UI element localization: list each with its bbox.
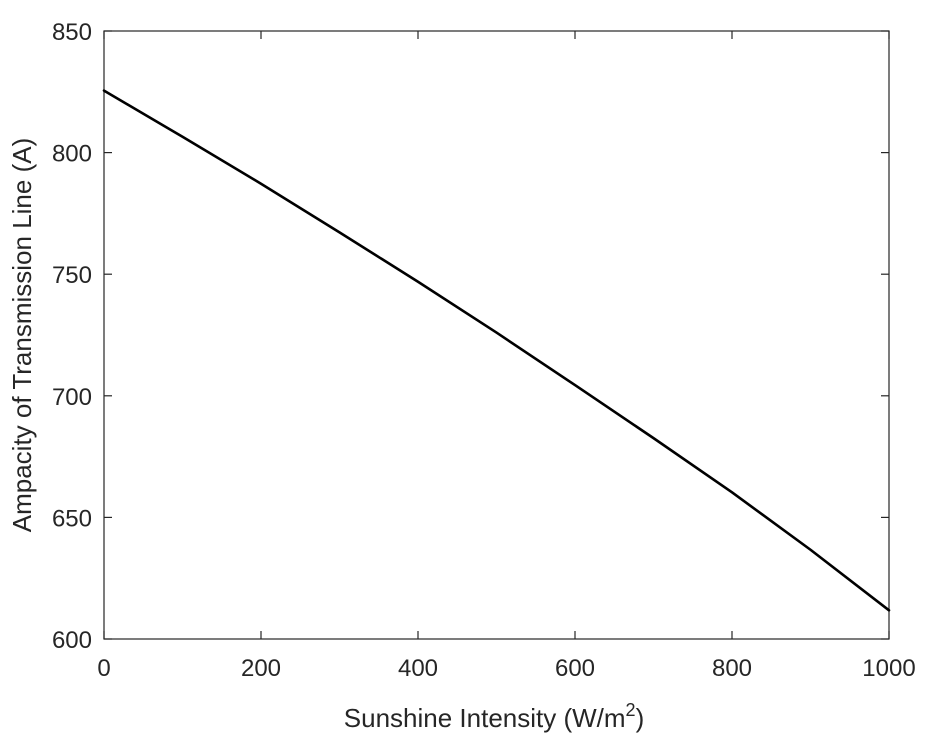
x-tick-label: 400 bbox=[398, 655, 438, 682]
series-line-ampacity bbox=[102, 89, 891, 612]
x-axis-ticks: 0 200 400 600 800 1000 bbox=[97, 31, 916, 682]
plot-area bbox=[103, 30, 890, 640]
x-axis-title: Sunshine Intensity (W/m2) bbox=[344, 700, 644, 733]
y-axis-title: Ampacity of Transmission Line (A) bbox=[7, 138, 37, 532]
y-tick-label: 850 bbox=[52, 19, 92, 46]
y-tick-label: 800 bbox=[52, 141, 92, 168]
x-tick-label: 1000 bbox=[862, 655, 915, 682]
x-tick-label: 800 bbox=[712, 655, 752, 682]
x-tick-label: 600 bbox=[555, 655, 595, 682]
x-tick-label: 200 bbox=[241, 655, 281, 682]
x-tick-label: 0 bbox=[97, 655, 110, 682]
y-tick-label: 600 bbox=[52, 627, 92, 654]
series-layer bbox=[102, 89, 891, 612]
y-tick-label: 650 bbox=[52, 505, 92, 532]
y-tick-label: 750 bbox=[52, 262, 92, 289]
y-axis-ticks: 600 650 700 750 800 850 bbox=[52, 19, 889, 654]
y-tick-label: 700 bbox=[52, 384, 92, 411]
